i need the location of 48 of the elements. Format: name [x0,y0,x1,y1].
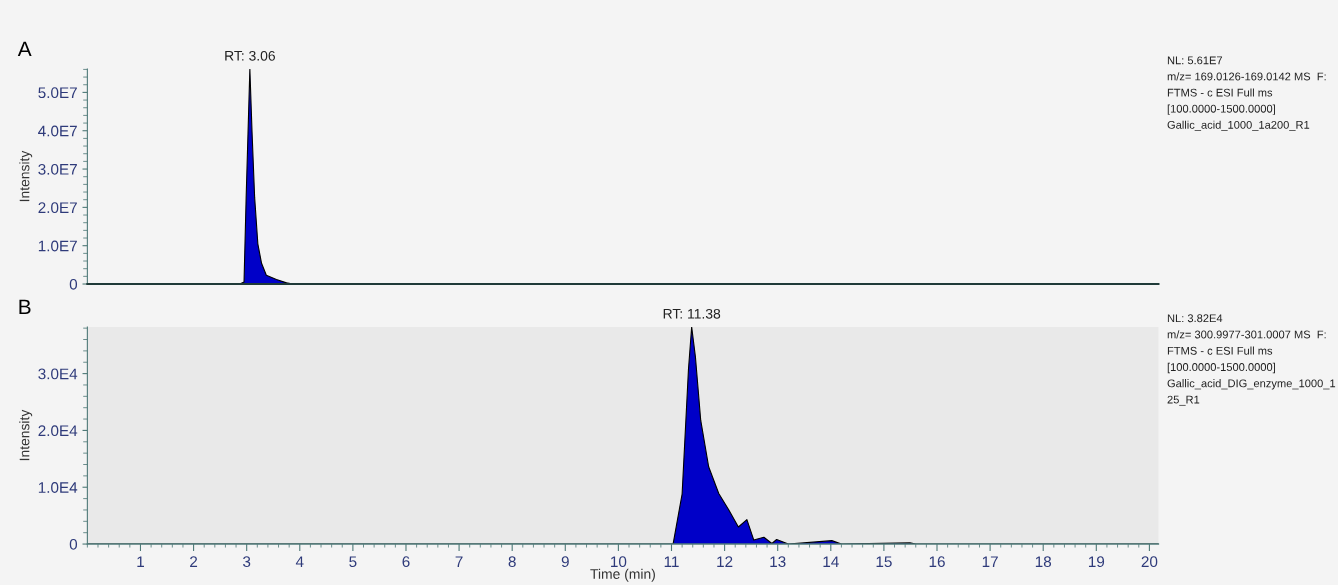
x-tick-label: 12 [717,556,733,567]
y-tick-label: 4.0E7 [38,125,77,137]
text: FTMS - c ESI Full ms [1167,346,1273,355]
x-tick-label: 13 [770,556,786,568]
x-tick-label: 6 [402,556,410,568]
y-tick-label: 2.0E7 [38,202,77,214]
y-tick-label: 0 [69,278,78,290]
x-tick-label: 7 [455,556,463,567]
y-tick-label: 1.0E4 [38,482,78,493]
x-tick-label: 10 [611,556,627,568]
x-axis-title: Time (min) [590,568,655,582]
y-tick-label: 5.0E7 [38,87,77,99]
x-tick-label: 16 [929,556,945,568]
y-axis-title: Intensity [19,150,33,202]
x-tick-label: 17 [982,556,998,567]
y-tick-label: 0 [69,538,78,550]
x-tick-label: 19 [1088,556,1105,568]
y-tick-label: 3.0E4 [38,368,78,380]
y-tick-label: 3.0E7 [38,163,77,175]
x-tick-label: 11 [664,556,679,567]
text: Gallic_acid_DIG_enzyme_1000_1 [1167,379,1336,390]
y-tick-label: 2.0E4 [38,425,78,437]
x-tick-label: 5 [349,556,357,568]
x-tick-label: 14 [823,556,839,567]
text: [100.0000-1500.0000] [1167,104,1275,115]
text: Gallic_acid_1000_1a200_R1 [1167,120,1310,131]
x-tick-label: 4 [295,556,304,567]
x-tick-label: 8 [508,556,516,568]
annotation: RT: 3.06 [225,50,275,61]
x-tick-label: 15 [876,556,892,568]
y-axis-title: Intensity [19,409,33,461]
x-tick-label: 2 [190,556,198,567]
x-tick-label: 9 [561,556,569,568]
text: 25_R1 [1167,395,1200,406]
x-tick-label: 3 [243,556,251,568]
annotation: RT: 11.38 [663,308,721,319]
x-tick-label: 20 [1141,556,1158,568]
text: NL: 5.61E7 [1167,56,1223,65]
text: m/z= 300.9977-301.0007 MS F: [1167,330,1326,339]
x-tick-label: 18 [1035,556,1052,568]
text: NL: 3.82E4 [1167,314,1223,323]
text: [100.0000-1500.0000] [1167,362,1275,374]
text: m/z= 169.0126-169.0142 MS F: [1167,72,1326,81]
y-tick-label: 1.0E7 [38,240,77,252]
chart-title: A [17,41,32,57]
text: FTMS - c ESI Full ms [1167,88,1273,97]
x-tick-label: 1 [137,556,144,567]
chart-title: B [19,299,31,315]
